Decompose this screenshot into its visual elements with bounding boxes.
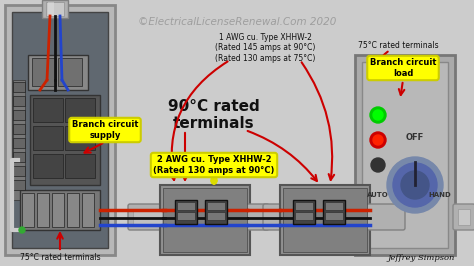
Circle shape [373,135,383,145]
Text: AUTO: AUTO [367,192,389,198]
Bar [458,209,470,225]
Bar [65,98,95,122]
Bar [58,58,82,86]
Circle shape [401,171,429,199]
FancyBboxPatch shape [453,204,474,230]
Bar [133,209,162,225]
Bar [13,82,25,92]
Bar [325,212,343,220]
Bar [48,2,54,16]
Bar [42,0,68,18]
Bar [160,185,250,255]
Bar [37,193,49,227]
Bar [13,138,25,148]
Bar [177,202,195,210]
Bar [22,193,34,227]
Bar [13,152,25,162]
Bar [13,110,25,120]
Bar [175,200,197,224]
Bar [28,55,88,90]
Bar [82,193,94,227]
Text: 90°C rated
terminals: 90°C rated terminals [168,99,260,131]
FancyBboxPatch shape [245,204,269,230]
Text: 2 AWG cu. Type XHHW-2
(Rated 130 amps at 90°C): 2 AWG cu. Type XHHW-2 (Rated 130 amps at… [153,155,275,175]
Bar [207,202,225,210]
Bar [362,62,448,248]
Circle shape [370,107,386,123]
Circle shape [19,227,25,233]
Bar [355,55,455,255]
Bar [207,212,225,220]
Bar [283,188,367,252]
Bar [33,126,63,150]
Bar [5,5,115,255]
Bar [65,154,95,178]
Bar [32,58,56,86]
FancyBboxPatch shape [263,204,287,230]
Circle shape [373,110,383,120]
Text: Branch circuit
supply: Branch circuit supply [72,120,138,140]
Circle shape [371,158,385,172]
Bar [280,185,370,255]
Bar [33,98,63,122]
Bar [323,200,345,224]
Text: HAND: HAND [428,192,451,198]
Bar [30,95,100,185]
Bar [65,126,95,150]
Bar [163,188,247,252]
Bar [52,193,64,227]
Circle shape [387,157,443,213]
Bar [293,200,315,224]
Text: 1 AWG cu. Type XHHW-2
(Rated 145 amps at 90°C)
(Rated 130 amps at 75°C): 1 AWG cu. Type XHHW-2 (Rated 145 amps at… [215,33,315,63]
Text: 75°C rated terminals: 75°C rated terminals [20,253,100,263]
Bar [177,212,195,220]
Bar [67,193,79,227]
Bar [325,202,343,210]
Bar [46,2,64,16]
Bar [295,202,313,210]
Text: ©ElectricalLicenseRenewal.Com 2020: ©ElectricalLicenseRenewal.Com 2020 [138,17,336,27]
Bar [13,124,25,134]
FancyBboxPatch shape [128,204,167,230]
Bar [13,166,25,176]
Text: 75°C rated terminals: 75°C rated terminals [358,41,438,51]
Bar [205,200,227,224]
Bar [12,12,108,248]
Text: OFF: OFF [406,134,424,143]
Bar [295,212,313,220]
Text: Branch circuit
load: Branch circuit load [370,58,436,78]
Circle shape [370,132,386,148]
Bar [13,80,25,200]
FancyBboxPatch shape [366,204,405,230]
Circle shape [393,163,437,207]
Bar [33,154,63,178]
Bar [13,96,25,106]
Text: Jeffrey Simpson: Jeffrey Simpson [388,254,455,262]
Bar [13,180,25,190]
Bar [20,190,100,230]
